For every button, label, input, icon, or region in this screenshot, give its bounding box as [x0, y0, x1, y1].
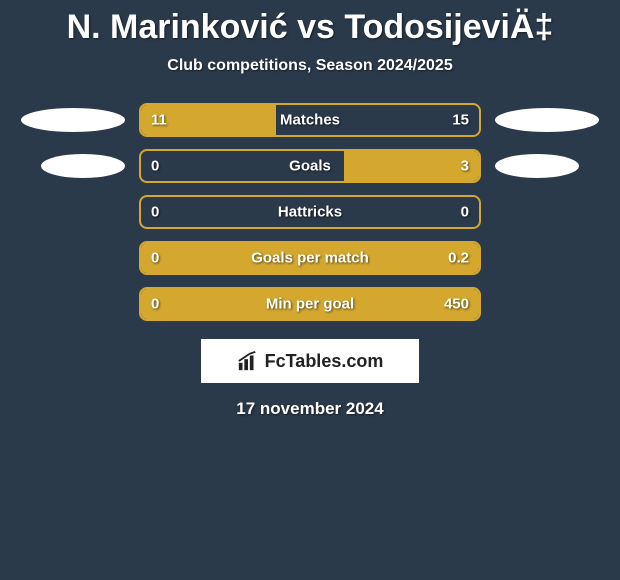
value-right: 450: [444, 296, 469, 313]
subtitle: Club competitions, Season 2024/2025: [0, 57, 620, 75]
bar-fill-right: [344, 151, 479, 181]
comparison-area: 11 Matches 15 0 Goals 3 0 Hattricks 0: [0, 103, 620, 321]
value-left: 0: [151, 296, 159, 313]
comparison-row-hattricks: 0 Hattricks 0: [0, 195, 620, 229]
bar-hattricks: 0 Hattricks 0: [139, 195, 481, 229]
player-left-ellipse-small: [41, 154, 125, 178]
value-right: 0.2: [448, 250, 469, 267]
comparison-row-goals: 0 Goals 3: [0, 149, 620, 183]
bar-matches: 11 Matches 15: [139, 103, 481, 137]
value-right: 15: [452, 112, 469, 129]
date-text: 17 november 2024: [0, 399, 620, 419]
value-left: 11: [151, 112, 167, 129]
logo-text: FcTables.com: [265, 351, 384, 372]
comparison-row-gpm: 0 Goals per match 0.2: [0, 241, 620, 275]
player-right-ellipse: [495, 108, 599, 132]
value-right: 0: [461, 204, 469, 221]
value-left: 0: [151, 158, 159, 175]
player-left-ellipse: [21, 108, 125, 132]
comparison-row-matches: 11 Matches 15: [0, 103, 620, 137]
bar-label: Min per goal: [266, 296, 354, 313]
bar-goals: 0 Goals 3: [139, 149, 481, 183]
bar-label: Goals: [289, 158, 331, 175]
value-right: 3: [461, 158, 469, 175]
page-title: N. Marinković vs TodosijeviÄ‡: [0, 0, 620, 47]
value-left: 0: [151, 250, 159, 267]
fctables-logo[interactable]: FcTables.com: [201, 339, 419, 383]
value-left: 0: [151, 204, 159, 221]
bar-goals-per-match: 0 Goals per match 0.2: [139, 241, 481, 275]
bar-min-per-goal: 0 Min per goal 450: [139, 287, 481, 321]
bar-label: Goals per match: [251, 250, 369, 267]
player-right-ellipse-small: [495, 154, 579, 178]
bar-label: Hattricks: [278, 204, 342, 221]
chart-icon: [237, 350, 259, 372]
bar-label: Matches: [280, 112, 340, 129]
comparison-row-mpg: 0 Min per goal 450: [0, 287, 620, 321]
